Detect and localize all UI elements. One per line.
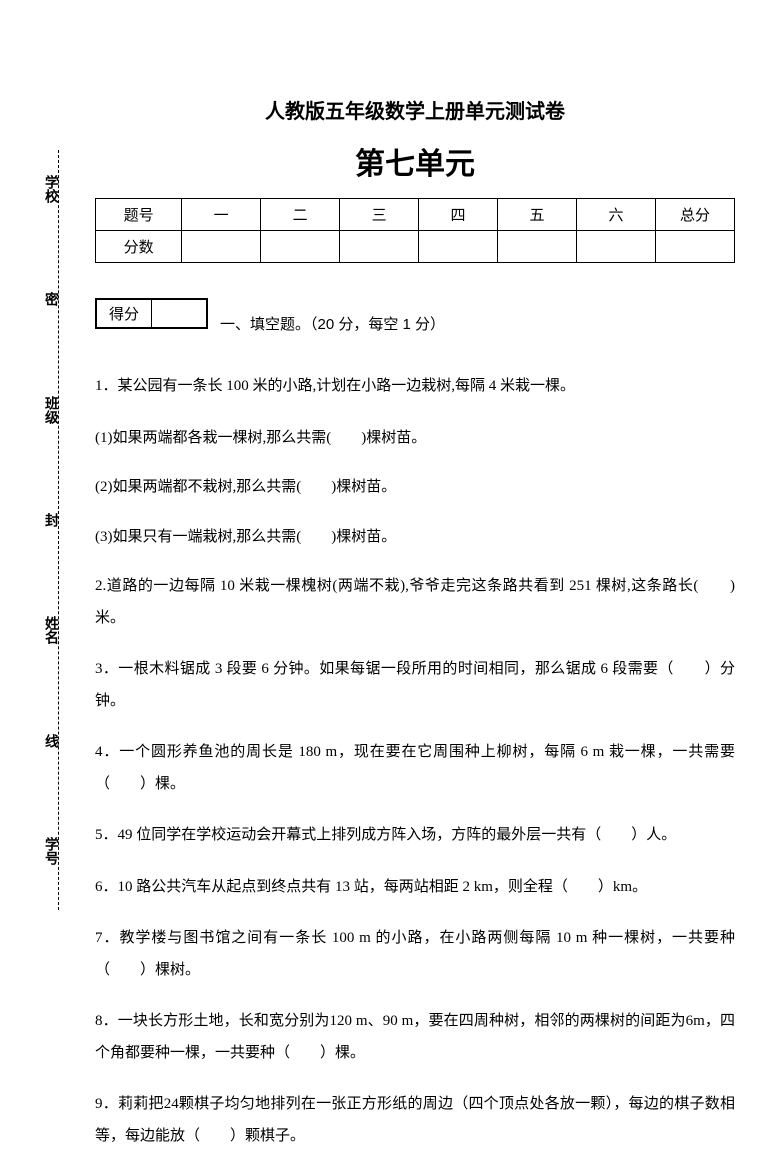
cell: 四: [419, 199, 498, 231]
score-box-value: [152, 300, 207, 328]
question-1-3: (3)如果只有一端栽树,那么共需( )棵树苗。: [95, 522, 735, 554]
cell-empty: [261, 231, 340, 263]
question-2: 2.道路的一边每隔 10 米栽一棵槐树(两端不栽),爷爷走完这条路共看到 251…: [95, 571, 735, 634]
sidebar-label-class: 班级: [40, 386, 60, 434]
cell-empty: [655, 231, 734, 263]
cell: 一: [182, 199, 261, 231]
sidebar-label-id: 学号: [40, 827, 60, 875]
sidebar-mark-xian: 线: [40, 724, 60, 758]
cell: 六: [577, 199, 656, 231]
binding-sidebar: 学校 密 班级 封 姓名 线 学号: [25, 130, 75, 910]
cell-empty: [419, 231, 498, 263]
question-8: 8．一块长方形土地，长和宽分别为120 m、90 m，要在四周种树，相邻的两棵树…: [95, 1006, 735, 1069]
cell-empty: [577, 231, 656, 263]
score-box-label: 得分: [97, 300, 152, 328]
cell: 总分: [655, 199, 734, 231]
table-row: 分数: [96, 231, 735, 263]
question-7: 7．教学楼与图书馆之间有一条长 100 m 的小路，在小路两侧每隔 10 m 种…: [95, 923, 735, 986]
sidebar-mark-feng: 封: [40, 503, 60, 537]
question-3: 3．一根木料锯成 3 段要 6 分钟。如果每锯一段所用的时间相同，那么锯成 6 …: [95, 654, 735, 717]
question-1: 1．某公园有一条长 100 米的小路,计划在小路一边栽树,每隔 4 米栽一棵。: [95, 371, 735, 403]
cell-empty: [182, 231, 261, 263]
question-9: 9．莉莉把24颗棋子均匀地排列在一张正方形纸的周边（四个顶点处各放一颗），每边的…: [95, 1089, 735, 1152]
binding-line: [58, 150, 59, 910]
score-summary-table: 题号 一 二 三 四 五 六 总分 分数: [95, 198, 735, 263]
cell-label: 分数: [96, 231, 182, 263]
question-1-1: (1)如果两端都各栽一棵树,那么共需( )棵树苗。: [95, 423, 735, 455]
section-title: 一、填空题。（20 分，每空 1 分）: [220, 313, 445, 334]
question-4: 4．一个圆形养鱼池的周长是 180 m，现在要在它周围种上柳树，每隔 6 m 栽…: [95, 737, 735, 800]
question-1-2: (2)如果两端都不栽树,那么共需( )棵树苗。: [95, 472, 735, 504]
cell-empty: [498, 231, 577, 263]
cell: 五: [498, 199, 577, 231]
cell: 二: [261, 199, 340, 231]
main-content: 人教版五年级数学上册单元测试卷 第七单元 题号 一 二 三 四 五 六 总分 分…: [95, 95, 735, 1172]
cell: 三: [340, 199, 419, 231]
cell-label: 题号: [96, 199, 182, 231]
sidebar-mark-mi: 密: [40, 282, 60, 316]
question-5: 5．49 位同学在学校运动会开幕式上排列成方阵入场，方阵的最外层一共有（ ）人。: [95, 820, 735, 852]
sidebar-label-name: 姓名: [40, 606, 60, 654]
table-row: 题号 一 二 三 四 五 六 总分: [96, 199, 735, 231]
page-subtitle: 第七单元: [95, 139, 735, 183]
sidebar-label-school: 学校: [40, 165, 60, 213]
score-box: 得分: [95, 298, 208, 329]
page-title: 人教版五年级数学上册单元测试卷: [95, 95, 735, 124]
cell-empty: [340, 231, 419, 263]
section-header: 得分 一、填空题。（20 分，每空 1 分）: [95, 298, 735, 349]
question-6: 6．10 路公共汽车从起点到终点共有 13 站，每两站相距 2 km，则全程（ …: [95, 872, 735, 904]
